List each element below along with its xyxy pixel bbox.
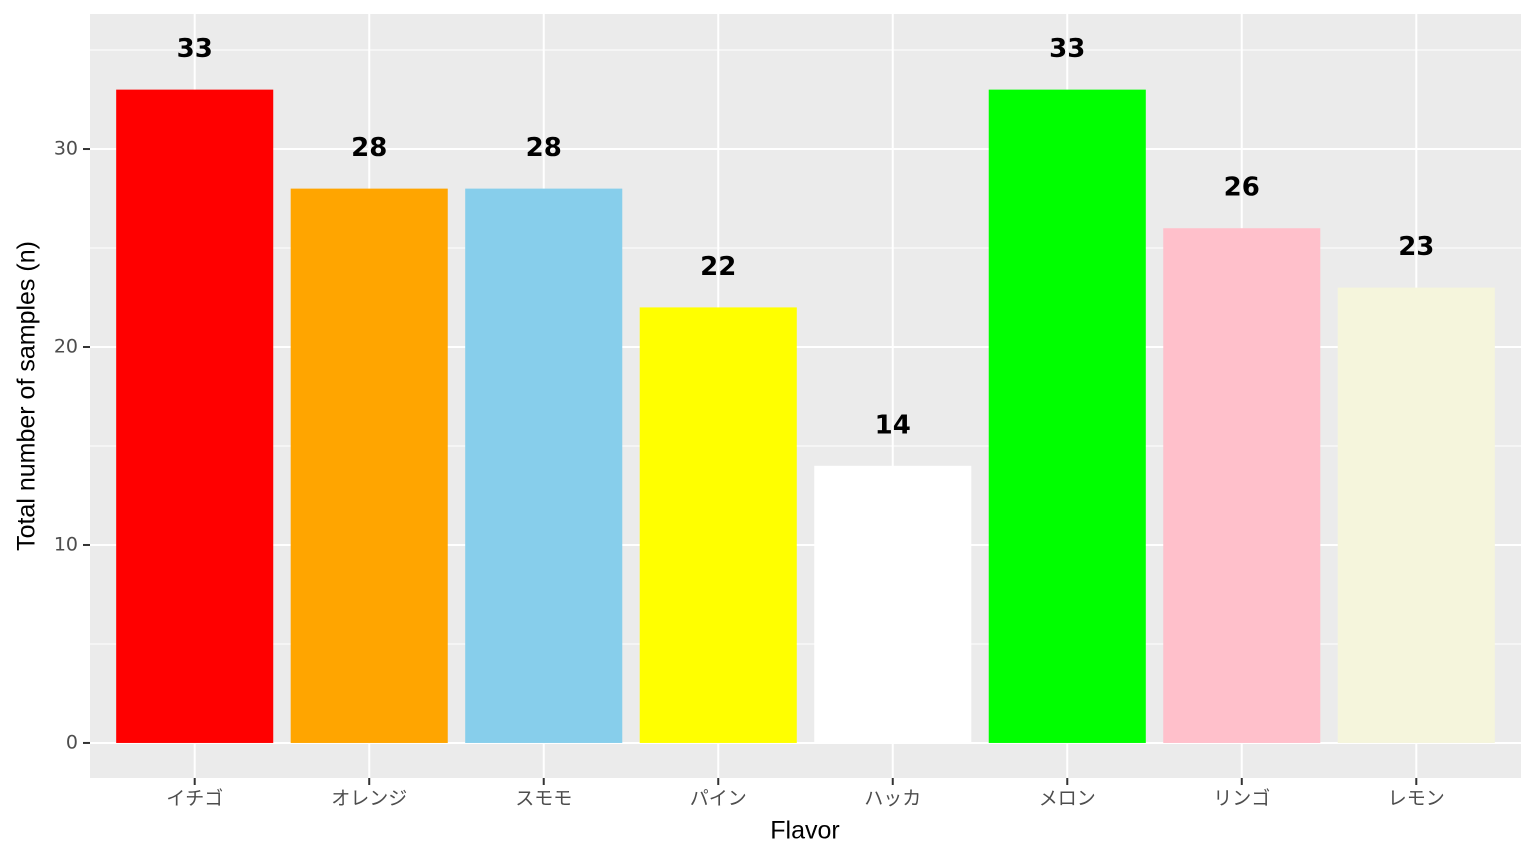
value-label: 28 xyxy=(351,133,387,163)
bar xyxy=(988,89,1146,743)
x-tick-label: イチゴ xyxy=(166,788,223,810)
value-label: 28 xyxy=(526,133,562,163)
x-axis-title: Flavor xyxy=(770,817,839,845)
value-label: 33 xyxy=(177,34,213,64)
x-tick-label: レモン xyxy=(1388,788,1445,810)
y-tick-label: 20 xyxy=(54,336,78,358)
x-tick-label: オレンジ xyxy=(331,788,407,810)
y-axis-title: Total number of samples (n) xyxy=(13,241,41,551)
x-tick-label: パイン xyxy=(690,788,747,810)
value-label: 14 xyxy=(875,410,911,440)
bar xyxy=(814,465,972,743)
value-label: 22 xyxy=(700,252,736,282)
bar xyxy=(465,188,623,743)
bar xyxy=(290,188,448,743)
y-tick-label: 30 xyxy=(54,138,78,160)
x-tick-label: メロン xyxy=(1039,788,1096,810)
bar xyxy=(116,89,274,743)
value-label: 33 xyxy=(1049,34,1085,64)
value-label: 26 xyxy=(1224,173,1260,203)
bar xyxy=(639,307,797,743)
x-tick-label: リンゴ xyxy=(1213,788,1270,810)
y-tick-label: 0 xyxy=(66,731,78,753)
x-tick-label: スモモ xyxy=(515,788,572,810)
y-tick-label: 10 xyxy=(54,533,78,555)
x-tick-label: ハッカ xyxy=(864,788,921,810)
bar xyxy=(1337,287,1495,743)
value-label: 23 xyxy=(1398,232,1434,262)
bar xyxy=(1163,228,1321,743)
